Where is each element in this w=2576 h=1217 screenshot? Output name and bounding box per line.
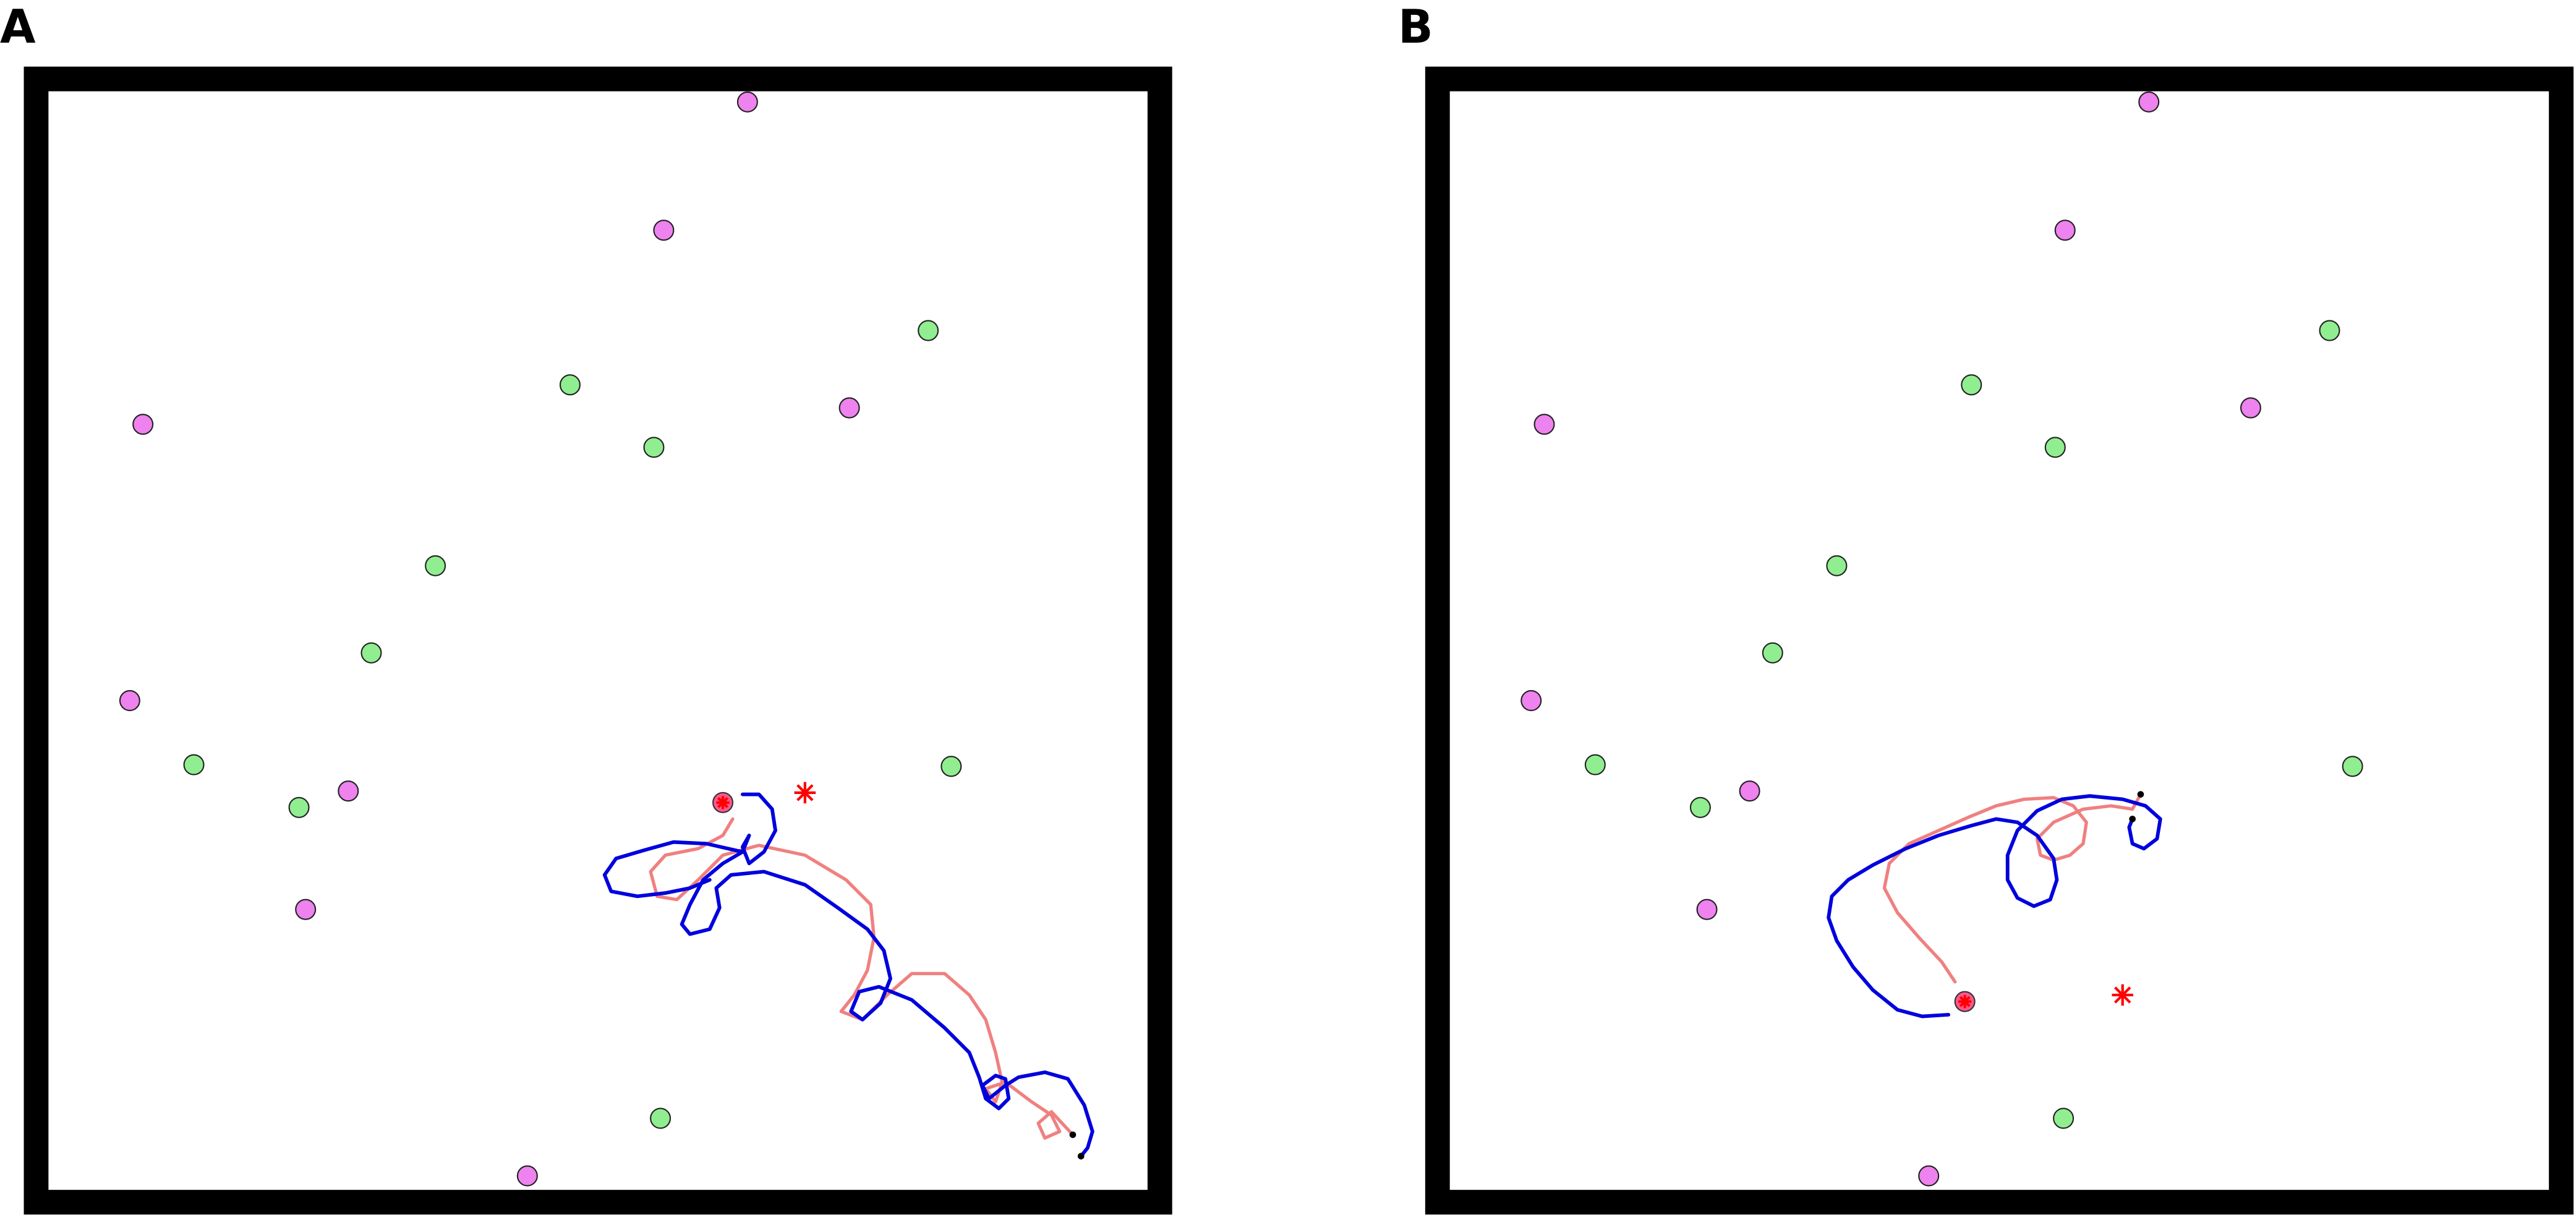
target-star-icon: [1958, 995, 1971, 1008]
magenta-landmark: [296, 900, 315, 920]
end-point: [2129, 816, 2136, 822]
green-landmark: [560, 375, 580, 395]
magenta-landmark: [1535, 414, 1555, 434]
green-landmark: [1961, 375, 1981, 395]
end-point: [1070, 1132, 1077, 1138]
green-landmark: [425, 556, 445, 576]
magenta-landmark: [518, 1166, 537, 1186]
panel-a: A: [0, 0, 1160, 1202]
green-landmark: [1763, 643, 1783, 663]
end-point: [1078, 1153, 1085, 1159]
green-landmark: [1827, 556, 1846, 576]
magenta-landmark: [1919, 1166, 1938, 1186]
green-landmark: [184, 755, 204, 775]
target-star-icon: [716, 796, 729, 809]
green-landmark: [1691, 798, 1710, 818]
magenta-landmark: [120, 691, 140, 711]
end-point: [2138, 791, 2144, 798]
green-landmark: [941, 756, 961, 776]
magenta-landmark: [738, 92, 757, 112]
green-landmark: [1585, 755, 1605, 775]
magenta-landmark: [840, 398, 859, 418]
green-landmark: [2320, 321, 2340, 341]
magenta-landmark: [2241, 398, 2261, 418]
green-landmark: [362, 643, 382, 663]
panel-b-frame: [1438, 79, 2561, 1202]
green-landmark: [289, 798, 309, 818]
magenta-landmark: [133, 414, 153, 434]
magenta-landmark: [1740, 781, 1760, 801]
panel-a-label: A: [0, 0, 36, 54]
magenta-landmark: [2139, 92, 2159, 112]
green-landmark: [644, 437, 664, 457]
magenta-landmark: [1697, 900, 1717, 920]
red-star-icon: [795, 782, 816, 804]
magenta-landmark: [1521, 691, 1541, 711]
magenta-landmark: [338, 781, 358, 801]
green-landmark: [650, 1108, 670, 1128]
green-landmark: [918, 321, 938, 341]
panel-b-label: B: [1398, 0, 1433, 54]
green-landmark: [2045, 437, 2065, 457]
magenta-landmark: [2055, 220, 2075, 240]
green-landmark: [2054, 1108, 2073, 1128]
red-star-icon: [2112, 984, 2133, 1006]
green-landmark: [2343, 756, 2363, 776]
magenta-landmark: [654, 220, 673, 240]
panel-b: B: [1398, 0, 2561, 1202]
